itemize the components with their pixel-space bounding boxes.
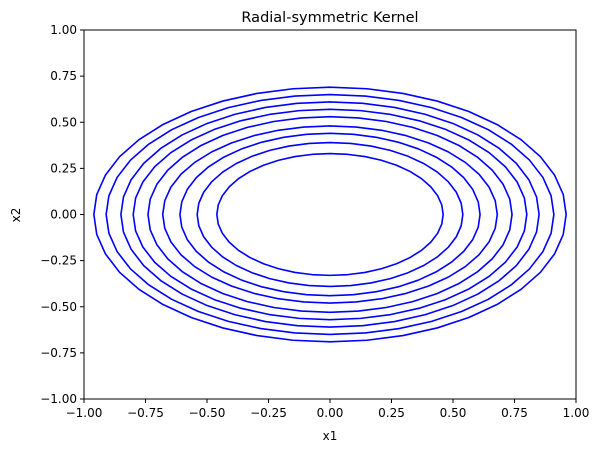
contour-line-3 [179,132,481,297]
x-tick-label: 0.25 [378,406,405,420]
x-tick-label: 1.00 [563,406,590,420]
y-tick-label: −0.50 [40,300,77,314]
y-tick-label: −1.00 [40,392,77,406]
contour-line-5 [147,115,513,314]
y-tick-label: 0.75 [50,69,77,83]
x-tick-label: −1.00 [66,406,103,420]
y-axis-label: x2 [9,208,23,223]
contour-lines [93,86,567,343]
x-tick-label: 0.00 [317,406,344,420]
x-tick-label: −0.25 [250,406,287,420]
x-axis-label: x1 [323,429,338,443]
contour-line-4 [161,125,499,304]
y-axis-ticks: −1.00 −0.75 −0.50 −0.25 0.00 0.25 0.50 0.75 1.00 [40,23,84,406]
x-tick-label: −0.50 [189,406,226,420]
contour-line-1 [216,152,444,277]
contour-line-8 [105,93,555,336]
x-tick-label: −0.75 [127,406,164,420]
contour-line-6 [132,108,528,321]
x-axis-ticks: −1.00 −0.75 −0.50 −0.25 0.00 0.25 0.50 0.75 1.00 [66,399,590,420]
chart-title: Radial-symmetric Kernel [241,10,418,26]
y-tick-label: −0.75 [40,346,77,360]
y-tick-label: 0.50 [50,115,77,129]
y-tick-label: 1.00 [50,23,77,37]
contour-line-9 [93,86,567,343]
y-tick-label: 0.25 [50,161,77,175]
y-tick-label: −0.25 [40,254,77,268]
plot-frame [83,29,577,400]
contour-line-7 [120,101,540,328]
x-tick-label: 0.50 [440,406,467,420]
contour-line-2 [196,141,464,288]
y-tick-label: 0.00 [50,208,77,222]
x-tick-label: 0.75 [501,406,528,420]
